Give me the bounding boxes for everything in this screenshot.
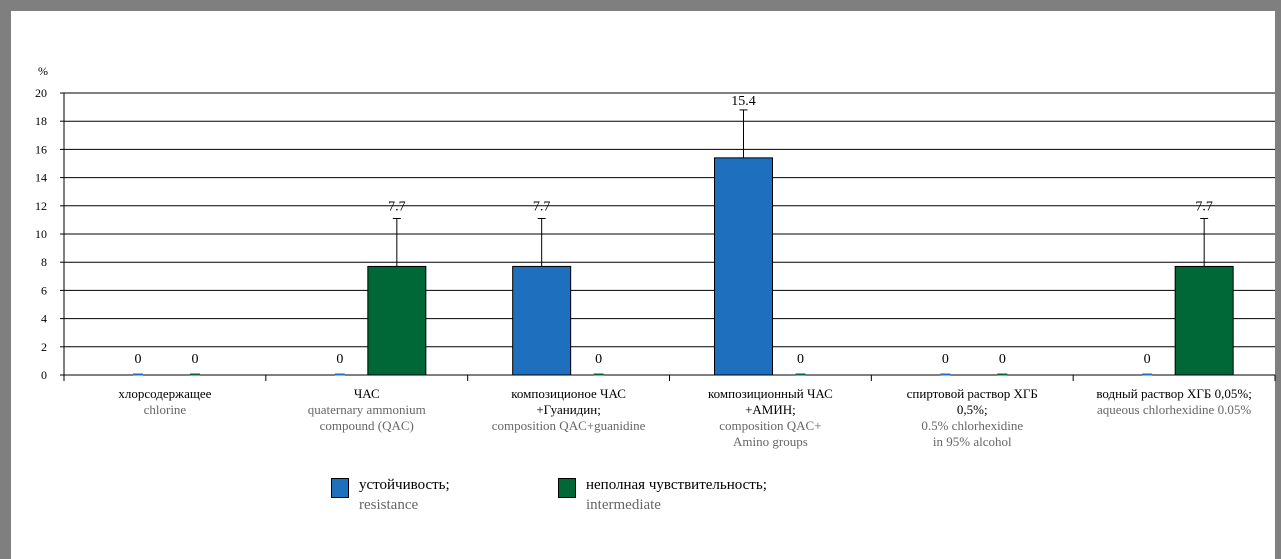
bar	[1174, 265, 1234, 376]
y-axis-label: %	[38, 64, 48, 78]
x-tick-label: хлорсодержащее	[118, 386, 211, 401]
data-label: 7.7	[388, 199, 406, 214]
bars	[133, 157, 1234, 376]
y-tick-label: 8	[41, 255, 47, 269]
y-tick-label: 20	[35, 86, 47, 100]
data-label: 0	[999, 352, 1006, 367]
x-tick-label: композиционный ЧАС	[708, 386, 833, 401]
y-tick-label: 14	[35, 171, 47, 185]
x-tick-label-en: quaternary ammonium	[308, 402, 426, 417]
x-tick-label-en: compound (QAC)	[320, 418, 414, 433]
x-tick-label: 0,5%;	[957, 402, 988, 417]
x-tick-label-en: composition QAC+guanidine	[492, 418, 646, 433]
legend-label-intermediate: неполная чувствительность;	[586, 477, 767, 493]
data-label: 0	[1144, 352, 1151, 367]
x-tick-label: композиционое ЧАС	[511, 386, 626, 401]
data-label: 0	[797, 352, 804, 367]
y-axis: 0 2 4 6 8 10 12 14 16 18 20%	[35, 64, 65, 382]
y-tick-label: 12	[35, 199, 47, 213]
x-tick-label-en: 0.5% chlorhexidine	[921, 418, 1023, 433]
y-tick-label: 16	[35, 142, 47, 156]
x-tick-label-en: in 95% alcohol	[933, 434, 1012, 449]
bar	[367, 265, 427, 376]
bar	[714, 157, 773, 376]
grid-lines	[64, 92, 1275, 376]
data-label: 7.7	[533, 199, 551, 214]
data-label: 0	[942, 352, 949, 367]
data-label: 0	[595, 352, 602, 367]
bar	[512, 265, 572, 376]
x-tick-label: +Гуанидин;	[536, 402, 601, 417]
x-tick-label-en: chlorine	[144, 402, 187, 417]
data-labels: 0 0 7.7 15.4 0 0 0 7.7 0 0 0 7.7	[135, 94, 1213, 367]
y-tick-label: 10	[35, 227, 47, 241]
legend-swatch-resistance	[331, 478, 349, 498]
x-tick-label: водный раствор ХГБ 0,05%;	[1096, 386, 1252, 401]
x-tick-label: спиртовой раствор ХГБ	[907, 386, 1038, 401]
x-tick-label: +АМИН;	[745, 402, 796, 417]
error-bars	[392, 109, 1209, 267]
x-tick-label-en: aqueous chlorhexidine 0.05%	[1097, 402, 1251, 417]
legend-label-resistance-en: resistance	[359, 497, 419, 513]
y-tick-label: 2	[41, 340, 47, 354]
legend-label-intermediate-en: intermediate	[586, 497, 661, 513]
y-tick-label: 0	[41, 368, 47, 382]
legend-swatch-intermediate	[558, 478, 576, 498]
y-tick-label: 4	[41, 312, 47, 326]
legend-label-resistance: устойчивость;	[359, 477, 450, 493]
data-label: 7.7	[1195, 199, 1213, 214]
y-tick-label: 18	[35, 114, 47, 128]
x-tick-label: ЧАС	[354, 386, 380, 401]
y-tick-label: 6	[41, 283, 47, 297]
x-tick-label-en: Amino groups	[733, 434, 808, 449]
x-tick-label-en: composition QAC+	[719, 418, 821, 433]
data-label: 15.4	[731, 94, 756, 109]
data-label: 0	[336, 352, 343, 367]
data-label: 0	[135, 352, 142, 367]
data-label: 0	[192, 352, 199, 367]
